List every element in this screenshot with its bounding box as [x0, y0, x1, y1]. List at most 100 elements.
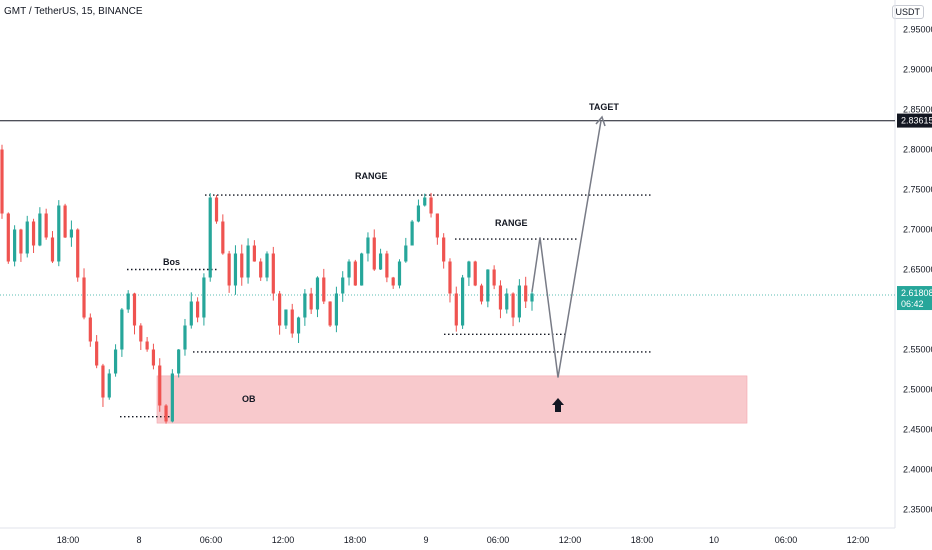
- candle-body: [347, 261, 351, 278]
- candle-body: [195, 301, 200, 318]
- candle-body: [473, 261, 477, 286]
- candle-body: [303, 293, 307, 318]
- candle-body: [385, 253, 389, 278]
- candle-body: [366, 237, 370, 254]
- target-price-text: 2.83615: [901, 116, 932, 126]
- candle-body: [88, 317, 92, 342]
- candle-body: [0, 149, 4, 214]
- current-price-text: 2.61808: [901, 288, 932, 298]
- y-tick-label: 2.95000: [903, 25, 932, 35]
- candle-body: [50, 237, 55, 262]
- x-tick-label: 18:00: [631, 535, 654, 545]
- candle-body: [492, 269, 496, 286]
- candle-body: [126, 293, 130, 310]
- candle-body: [416, 205, 421, 222]
- x-tick-label: 12:00: [847, 535, 870, 545]
- chart-title: GMT / TetherUS, 15, BINANCE: [4, 6, 143, 17]
- candle-body: [284, 309, 288, 326]
- x-tick-label: 12:00: [559, 535, 582, 545]
- target-label: TAGET: [589, 102, 619, 112]
- candle-body: [189, 301, 193, 326]
- candle-body: [6, 213, 10, 262]
- candle-body: [404, 245, 408, 262]
- y-tick-label: 2.70000: [903, 225, 932, 235]
- candle-body: [82, 277, 86, 318]
- candle-body: [360, 253, 364, 286]
- y-tick-label: 2.85000: [903, 105, 932, 115]
- candle-body: [145, 341, 149, 350]
- candle-body: [378, 253, 383, 270]
- x-tick-label: 06:00: [200, 535, 223, 545]
- candle-body: [442, 237, 446, 262]
- candle-body: [164, 405, 168, 422]
- candle-body: [202, 277, 206, 318]
- candle-body: [76, 229, 80, 278]
- y-tick-label: 2.40000: [903, 465, 932, 475]
- target-price-badge: [897, 113, 932, 128]
- y-tick-label: 2.55000: [903, 345, 932, 355]
- projection-arrowhead-icon: [595, 115, 606, 127]
- candle-body: [296, 317, 301, 334]
- candle-body: [397, 261, 402, 286]
- candle-body: [315, 277, 320, 310]
- x-tick-label: 06:00: [775, 535, 798, 545]
- candle-body: [227, 253, 231, 286]
- candle-body: [524, 285, 528, 302]
- candle-body: [448, 261, 452, 294]
- candle-body: [467, 261, 471, 278]
- projection-path: [531, 120, 602, 378]
- up-arrow-icon: [552, 398, 564, 412]
- candle-body: [429, 197, 433, 214]
- y-tick-label: 2.45000: [903, 425, 932, 435]
- candle-body: [454, 293, 458, 326]
- candle-body: [57, 205, 61, 262]
- candle-body: [505, 293, 509, 310]
- y-tick-label: 2.50000: [903, 385, 932, 395]
- candle-body: [498, 285, 503, 310]
- candle-body: [139, 325, 143, 342]
- currency-unit-badge[interactable]: USDT: [891, 5, 924, 19]
- candle-body: [113, 349, 118, 374]
- candle-body: [486, 269, 490, 302]
- candle-body: [208, 197, 212, 278]
- x-tick-label: 10: [709, 535, 719, 545]
- range-right-label: RANGE: [495, 218, 528, 228]
- x-tick-label: 12:00: [272, 535, 295, 545]
- candle-body: [31, 221, 36, 246]
- candle-body: [177, 349, 181, 374]
- candle-body: [151, 349, 156, 366]
- candle-body: [25, 221, 29, 254]
- candle-body: [44, 213, 48, 238]
- candle-body: [240, 253, 244, 278]
- x-tick-label: 8: [136, 535, 141, 545]
- ob-label: OB: [242, 394, 256, 404]
- x-tick-label: 06:00: [487, 535, 510, 545]
- candle-body: [271, 253, 275, 294]
- y-tick-label: 2.75000: [903, 185, 932, 195]
- y-tick-label: 2.65000: [903, 265, 932, 275]
- candle-body: [95, 341, 99, 366]
- candle-body: [334, 293, 339, 326]
- candle-body: [221, 221, 225, 254]
- candle-body: [63, 205, 67, 238]
- candle-body: [69, 229, 74, 238]
- candle-body: [328, 301, 332, 326]
- y-tick-label: 2.80000: [903, 145, 932, 155]
- candle-body: [107, 373, 111, 398]
- candle-body: [460, 277, 465, 326]
- y-tick-label: 2.35000: [903, 505, 932, 515]
- candle-body: [101, 365, 105, 398]
- candle-body: [246, 245, 250, 278]
- candle-body: [517, 285, 521, 318]
- candle-body: [233, 253, 238, 286]
- candle-body: [353, 261, 357, 286]
- candle-body: [120, 309, 124, 350]
- candle-body: [511, 293, 515, 318]
- y-tick-label: 2.90000: [903, 65, 932, 75]
- bos-label: Bos: [163, 257, 180, 267]
- candle-body: [309, 293, 313, 310]
- x-tick-label: 18:00: [344, 535, 367, 545]
- candle-body: [479, 285, 484, 302]
- candle-body: [214, 197, 219, 222]
